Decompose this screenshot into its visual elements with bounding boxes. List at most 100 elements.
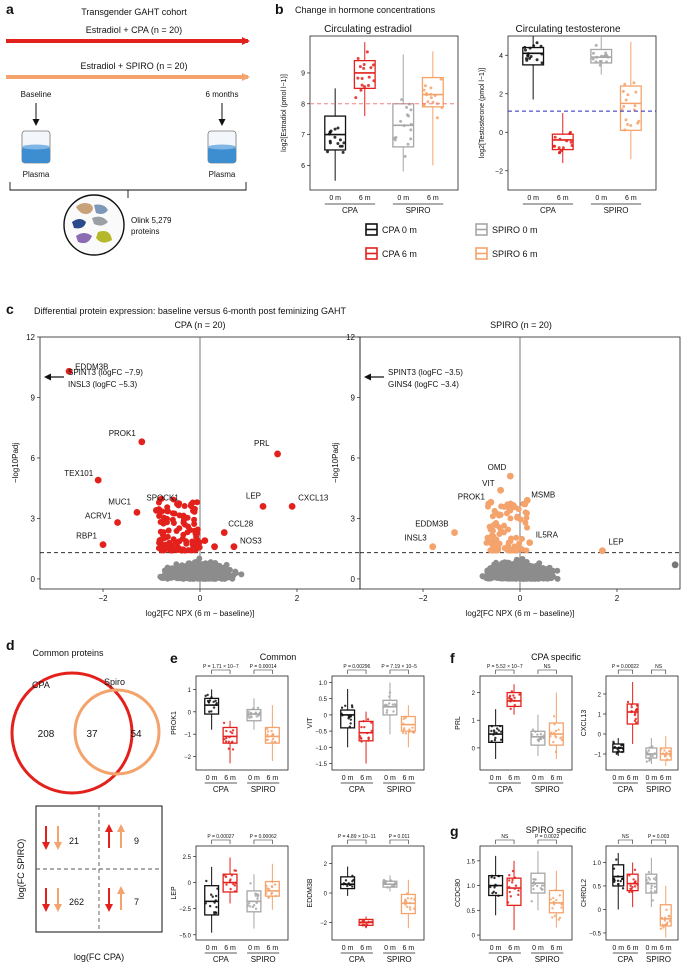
data-point	[340, 706, 344, 709]
sig-point	[504, 547, 511, 554]
data-point	[265, 887, 268, 890]
data-point	[510, 690, 514, 693]
offscale-label: INSL3 (logFC −5.3)	[68, 380, 137, 389]
data-point	[248, 716, 251, 719]
data-point	[621, 89, 625, 93]
y-axis-label: CCDC80	[455, 879, 462, 907]
p-bracket	[253, 839, 273, 844]
x-tick-label: 0 m	[646, 945, 658, 952]
p-value: P = 7.19 × 10−5	[381, 664, 417, 670]
y-tick-label: −1.5	[315, 762, 328, 768]
data-point	[490, 874, 494, 877]
data-point	[557, 728, 560, 731]
protein-label: TEX101	[64, 469, 93, 478]
data-point	[229, 887, 232, 891]
cpa-arm-label: Estradiol + CPA (n = 20)	[86, 25, 182, 35]
data-point	[230, 874, 234, 877]
data-point	[351, 874, 354, 878]
data-point	[411, 726, 414, 729]
common-title: Common	[260, 652, 297, 662]
data-point	[663, 923, 667, 927]
data-point	[549, 898, 552, 901]
baseline-label: Baseline	[21, 90, 52, 99]
data-point	[542, 884, 546, 887]
data-point	[540, 61, 544, 65]
data-point	[410, 897, 413, 900]
data-point	[385, 711, 389, 714]
y-tick-label: 2	[472, 691, 476, 697]
x-tick-label: 0	[198, 594, 203, 603]
p-bracket	[253, 669, 273, 674]
legend-label: CPA 6 m	[382, 249, 417, 259]
ns-point	[483, 575, 490, 582]
data-point	[569, 140, 573, 144]
data-point	[594, 60, 598, 64]
data-point	[513, 876, 517, 879]
data-point	[624, 118, 628, 122]
data-point	[370, 729, 373, 733]
data-point	[255, 892, 259, 896]
data-point	[270, 885, 274, 888]
p-bracket	[617, 839, 633, 844]
data-point	[613, 880, 616, 883]
data-point	[360, 76, 364, 80]
data-point	[248, 713, 251, 716]
boxplot-prl: 2 1 0 0 m 6 m 0 m 6 m CPA SPIRO PRL P = 5.52 × 10−…	[455, 664, 573, 794]
data-point	[388, 702, 391, 705]
x-axis-label: log2[FC NPX (6 m − baseline)]	[466, 609, 575, 618]
p-value: P = 0.0022	[535, 834, 559, 840]
data-point	[422, 88, 426, 92]
data-point	[506, 901, 510, 904]
common-proteins-title: Common proteins	[32, 648, 104, 658]
data-point	[532, 880, 536, 884]
data-point	[634, 717, 637, 721]
sig-point	[489, 513, 496, 520]
data-point	[598, 63, 602, 67]
data-point	[265, 884, 268, 887]
data-point	[366, 731, 369, 735]
data-point	[601, 55, 605, 59]
data-point	[490, 724, 494, 728]
y-tick-label: 2.5	[183, 855, 192, 861]
group-label: SPIRO	[535, 955, 560, 964]
labeled-point	[201, 537, 209, 545]
quadrant-xlabel: log(FC CPA)	[74, 952, 124, 962]
data-point	[251, 905, 255, 909]
sig-point	[185, 523, 192, 530]
data-point	[423, 84, 427, 88]
plasma-right-label: Plasma	[209, 170, 236, 179]
y-tick-label: 0.5	[593, 884, 602, 890]
data-point	[554, 734, 557, 738]
data-point	[666, 758, 669, 761]
boxplot-lep: 2.5 0 −2.5 −5.0 0 m 6 m 0 m 6 m CPA SPIRO LEP P = 0…	[171, 834, 289, 964]
data-point	[628, 890, 631, 894]
y-tick-label: −0.5	[589, 931, 602, 937]
data-point	[669, 754, 672, 758]
x-axis-label: log2[FC NPX (6 m − baseline)]	[146, 609, 255, 618]
cpa-specific-title: CPA specific	[531, 652, 581, 662]
data-point	[405, 892, 409, 895]
data-point	[341, 150, 345, 154]
data-point	[654, 878, 657, 882]
labeled-point	[65, 367, 73, 375]
data-point	[233, 869, 236, 872]
data-point	[560, 903, 563, 906]
data-point	[425, 91, 429, 95]
data-point	[549, 735, 552, 738]
data-point	[385, 704, 389, 707]
sig-point	[523, 514, 530, 521]
y-tick-label: 1.0	[467, 884, 476, 890]
data-point	[633, 880, 637, 884]
data-point	[552, 715, 556, 718]
x-tick-label: 6 m	[360, 945, 372, 952]
protein-label: ACRV1	[85, 511, 112, 520]
data-point	[528, 46, 532, 50]
data-point	[665, 908, 668, 912]
ns-point	[163, 567, 170, 574]
data-point	[631, 885, 634, 889]
sig-point	[170, 496, 177, 503]
sig-point	[180, 517, 187, 524]
data-point	[254, 712, 257, 716]
data-point	[535, 58, 539, 62]
labeled-point	[451, 529, 458, 536]
